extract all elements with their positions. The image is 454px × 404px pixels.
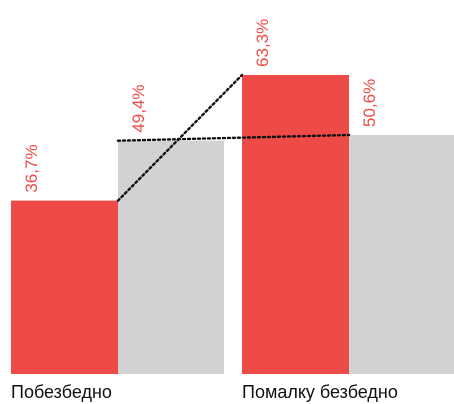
value-label: 36,7% <box>22 144 41 192</box>
value-label: 49,4% <box>129 84 148 132</box>
bar-red-2 <box>242 75 349 374</box>
bar-red-1 <box>11 200 118 374</box>
bars-layer <box>11 75 454 374</box>
bar-grey-1 <box>118 140 224 374</box>
value-labels-layer: 36,7% 49,4% 63,3% 50,6% <box>22 19 379 193</box>
connector-red <box>116 73 244 202</box>
value-label: 63,3% <box>253 19 272 67</box>
connectors-layer <box>116 73 351 202</box>
connector-grey <box>116 133 351 142</box>
value-label: 50,6% <box>360 79 379 127</box>
category-label: Помалку безбедно <box>242 382 398 402</box>
category-label: Побезбедно <box>11 382 112 402</box>
bar-grey-2 <box>349 135 454 374</box>
category-labels-layer: Побезбедно Помалку безбедно <box>11 382 398 402</box>
